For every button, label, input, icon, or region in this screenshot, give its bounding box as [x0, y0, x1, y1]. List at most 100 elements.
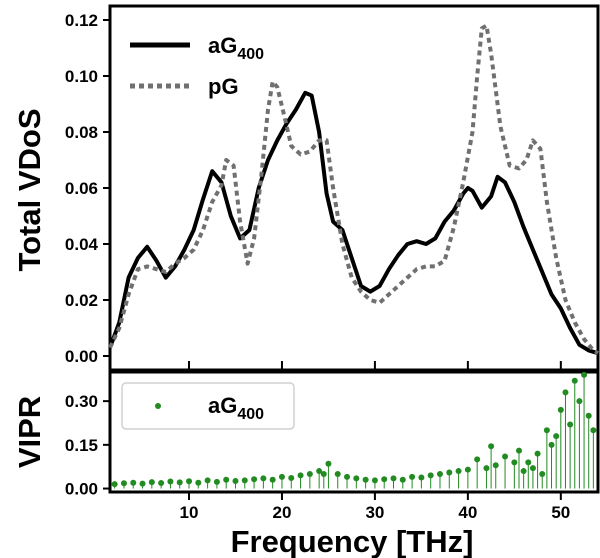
vipr-point — [176, 479, 183, 486]
vipr-point — [557, 406, 564, 413]
vipr-panel: 0.00 0.15 0.30 10 20 30 40 50 VIPR Frequency [… — [12, 370, 600, 558]
vipr-point — [362, 476, 369, 483]
vdos-legend: aG400 pG — [130, 33, 264, 99]
vipr-point — [418, 474, 425, 481]
vipr-point — [562, 389, 569, 396]
vipr-point — [232, 477, 239, 484]
vipr-point — [488, 443, 495, 450]
vipr-point — [436, 470, 443, 477]
vipr-point — [534, 450, 541, 457]
legend-label-pg: pG — [208, 74, 239, 99]
vipr-point — [581, 371, 588, 378]
vipr-point — [548, 441, 555, 448]
vipr-point — [585, 412, 592, 419]
vipr-point — [241, 477, 248, 484]
vipr-point — [464, 466, 471, 473]
vipr-point — [111, 481, 118, 488]
vipr-legend-label-ag400: aG400 — [208, 393, 264, 423]
vipr-point — [213, 478, 220, 485]
vipr-point — [492, 462, 499, 469]
series-line-ag400 — [108, 90, 599, 356]
vipr-x-tick-label: 10 — [180, 503, 199, 522]
vipr-point — [520, 468, 527, 475]
vdos-y-tick-label: 0.10 — [65, 67, 98, 86]
vipr-point — [316, 468, 323, 475]
vdos-panel: 0.000.020.040.060.080.100.12 Total VDoS … — [12, 4, 600, 372]
vipr-point — [455, 468, 462, 475]
vipr-y-tick-label: 0.15 — [65, 436, 98, 455]
vipr-point — [539, 470, 546, 477]
vdos-x-ticks — [188, 361, 562, 370]
vipr-plot-frame — [108, 370, 600, 494]
vipr-point — [353, 475, 360, 482]
vipr-point — [158, 480, 165, 487]
vipr-point — [278, 473, 285, 480]
vipr-point — [297, 472, 304, 479]
vipr-point — [409, 473, 416, 480]
vipr-point — [120, 480, 127, 487]
vipr-point — [529, 465, 536, 472]
vipr-point — [399, 476, 406, 483]
vipr-point — [186, 478, 193, 485]
vdos-plot-frame — [108, 4, 600, 372]
vipr-point — [195, 479, 202, 486]
vipr-y-tick-label: 0.30 — [65, 392, 98, 411]
vipr-point — [543, 427, 550, 434]
vipr-point — [130, 479, 137, 486]
vipr-point — [446, 469, 453, 476]
x-axis-title: Frequency [THz] — [231, 524, 474, 558]
vipr-point — [515, 447, 522, 454]
vipr-point — [571, 377, 578, 384]
vipr-point — [260, 475, 267, 482]
vdos-y-ticks: 0.00 0.02 0.04 0.06 0.08 0.10 0.12 — [65, 11, 110, 366]
vipr-y-axis-title: VIPR — [12, 396, 47, 468]
vdos-series — [108, 23, 600, 356]
vipr-point — [567, 421, 574, 428]
vipr-point — [525, 459, 532, 466]
vipr-point — [167, 478, 174, 485]
vipr-point — [344, 473, 351, 480]
vipr-point — [148, 479, 155, 486]
vipr-point — [483, 465, 490, 472]
vipr-x-tick-label: 40 — [458, 503, 477, 522]
vipr-point — [334, 470, 341, 477]
series-line-pg — [108, 23, 600, 355]
vipr-y-ticks: 0.00 0.15 0.30 — [65, 392, 110, 499]
vipr-point — [511, 459, 518, 466]
vipr-legend-box — [121, 382, 295, 430]
vipr-point — [576, 398, 583, 405]
vipr-point — [288, 475, 295, 482]
vipr-point — [204, 477, 211, 484]
vipr-point — [139, 480, 146, 487]
vipr-point — [223, 476, 230, 483]
vdos-y-tick-label: 0.12 — [65, 11, 98, 30]
vdos-y-axis-title: Total VDoS — [12, 108, 47, 271]
vipr-point — [325, 460, 332, 467]
vipr-point — [553, 433, 560, 440]
vdos-y-tick-label: 0.08 — [65, 123, 98, 142]
vdos-y-tick-label: 0.02 — [65, 291, 98, 310]
vipr-point — [474, 456, 481, 463]
vipr-point — [390, 475, 397, 482]
vipr-y-tick-label: 0.00 — [65, 480, 98, 499]
vipr-point — [427, 472, 434, 479]
vipr-point — [502, 453, 509, 460]
vipr-x-tick-label: 30 — [365, 503, 384, 522]
legend-marker-ag400 — [155, 403, 161, 409]
vdos-y-tick-label: 0.00 — [65, 347, 98, 366]
vipr-point — [251, 476, 258, 483]
vipr-x-tick-label: 20 — [273, 503, 292, 522]
vipr-legend: aG400 — [121, 382, 295, 430]
vdos-y-tick-label: 0.04 — [65, 235, 99, 254]
vipr-point — [306, 470, 313, 477]
vipr-x-ticks: 10 20 30 40 50 — [180, 492, 570, 522]
vipr-series — [111, 371, 597, 489]
vipr-point — [371, 477, 378, 484]
vipr-point — [320, 470, 327, 477]
vdos-y-tick-label: 0.06 — [65, 179, 98, 198]
vipr-point — [381, 476, 388, 483]
vipr-point — [269, 476, 276, 483]
vipr-x-tick-label: 50 — [551, 503, 570, 522]
vipr-point — [590, 427, 597, 434]
